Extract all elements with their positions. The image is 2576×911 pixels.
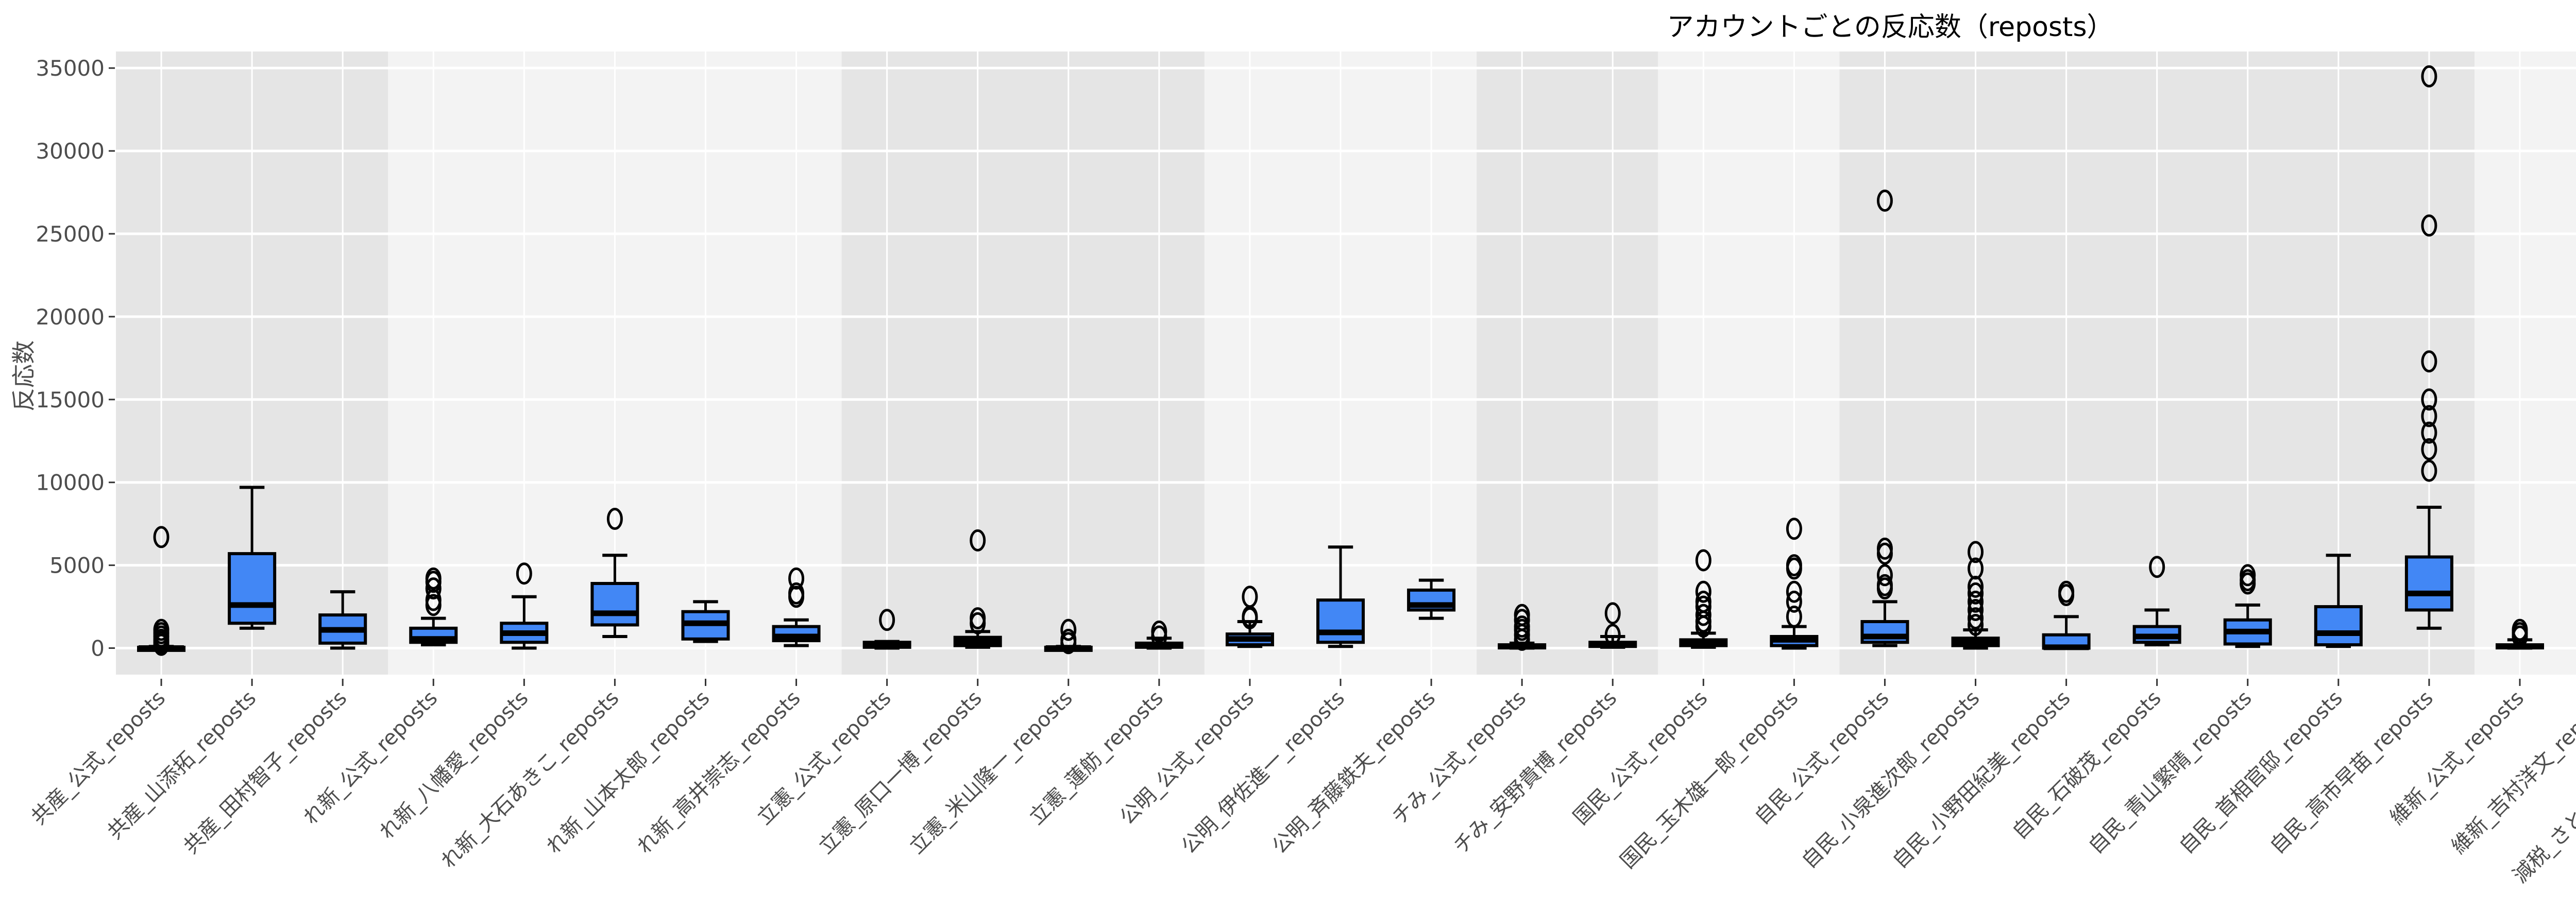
- x-tick-label: 自民_高市早苗_reposts: [2265, 686, 2438, 859]
- y-axis-title: 反応数: [10, 340, 38, 411]
- box-自民_公式_reposts: [1860, 190, 1909, 647]
- box-立憲_原口一博_reposts: [953, 529, 1002, 649]
- y-tick-label: 15000: [36, 387, 105, 412]
- box-れ新_公式_reposts: [409, 567, 458, 647]
- x-tick-label: 公明_伊佐進一_reposts: [1177, 686, 1349, 859]
- y-axis: 0 5000 10000 15000 20000 25000 30000 35000: [36, 56, 115, 661]
- box-共産_田村智子_reposts: [318, 590, 367, 650]
- x-axis: 共産_公式_reposts共産_山添拓_reposts共産_田村智子_repos…: [27, 679, 2576, 888]
- x-tick-label: れ新_高井崇志_reposts: [633, 686, 805, 859]
- y-tick-label: 5000: [49, 553, 105, 578]
- band-維新: [2474, 51, 2576, 675]
- box-自民_青山繁晴_reposts: [2223, 564, 2272, 648]
- box-れ新_高井崇志_reposts: [772, 567, 821, 647]
- box-立憲_蓮舫_reposts: [1134, 620, 1183, 650]
- x-tick-label: 公明_斉藤鉄夫_reposts: [1267, 686, 1440, 859]
- y-tick-label: 35000: [36, 56, 105, 81]
- y-tick-label: 30000: [36, 139, 105, 164]
- x-tick-label: れ新_八幡愛_reposts: [375, 686, 533, 844]
- x-tick-label: れ新_大石あきこ_reposts: [436, 686, 623, 873]
- x-tick-label: 立憲_原口一博_reposts: [814, 686, 987, 859]
- box-公明_斉藤鉄夫_reposts: [1407, 578, 1456, 620]
- box-自民_小野田紀美_reposts: [2042, 580, 2091, 650]
- box-自民_石破茂_reposts: [2132, 556, 2181, 647]
- box-自民_高市早苗_reposts: [2404, 65, 2453, 630]
- box-series: [137, 65, 2545, 656]
- x-tick-label: チみ_安野貴博_reposts: [1449, 686, 1622, 859]
- box-チみ_公式_reposts: [1498, 604, 1547, 651]
- x-tick-label: 立憲_米山隆一_reposts: [905, 686, 1077, 859]
- party-bands: [116, 51, 2576, 675]
- box-自民_首相官邸_reposts: [2314, 554, 2363, 648]
- box-公明_伊佐進一_reposts: [1316, 545, 1365, 648]
- band-国民: [1658, 51, 1840, 675]
- band-立憲: [841, 51, 1205, 675]
- y-tick-label: 25000: [36, 221, 105, 247]
- x-tick-label: 自民_小泉進次郎_reposts: [1798, 686, 1985, 873]
- x-tick-label: 自民_小野田紀美_reposts: [1888, 686, 2075, 873]
- box-共産_山添拓_reposts: [228, 486, 277, 630]
- box-維新_公式_reposts: [2495, 618, 2545, 650]
- x-tick-label: 共産_山添拓_reposts: [103, 686, 261, 844]
- box-れ新_山本太郎_reposts: [681, 600, 730, 643]
- x-tick-label: 国民_玉木雄一郎_reposts: [1616, 686, 1803, 873]
- box-国民_玉木雄一郎_reposts: [1770, 518, 1819, 650]
- box-立憲_公式_reposts: [862, 609, 911, 650]
- band-チみ: [1477, 51, 1658, 675]
- y-tick-label: 10000: [36, 470, 105, 495]
- x-tick-label: 自民_青山繁晴_reposts: [2084, 686, 2257, 859]
- y-tick-label: 20000: [36, 304, 105, 330]
- box-れ新_大石あきこ_reposts: [590, 508, 639, 638]
- box-チみ_安野貴博_reposts: [1588, 602, 1637, 649]
- x-tick-label: 自民_石破茂_reposts: [2008, 686, 2165, 844]
- box-国民_公式_reposts: [1679, 549, 1728, 649]
- box-れ新_八幡愛_reposts: [500, 562, 549, 650]
- y-tick-label: 0: [91, 636, 105, 661]
- x-tick-label: れ新_山本太郎_reposts: [542, 686, 715, 859]
- box-立憲_米山隆一_reposts: [1044, 618, 1093, 655]
- x-tick-label: 共産_田村智子_reposts: [179, 686, 352, 859]
- box-公明_公式_reposts: [1225, 586, 1274, 648]
- x-tick-label: 自民_首相官邸_reposts: [2175, 686, 2347, 859]
- box-共産_公式_reposts: [137, 526, 186, 656]
- box-自民_小泉進次郎_reposts: [1951, 541, 2000, 650]
- gridlines: [116, 51, 2576, 675]
- chart-title: アカウントごとの反応数（reposts）: [1667, 12, 2113, 43]
